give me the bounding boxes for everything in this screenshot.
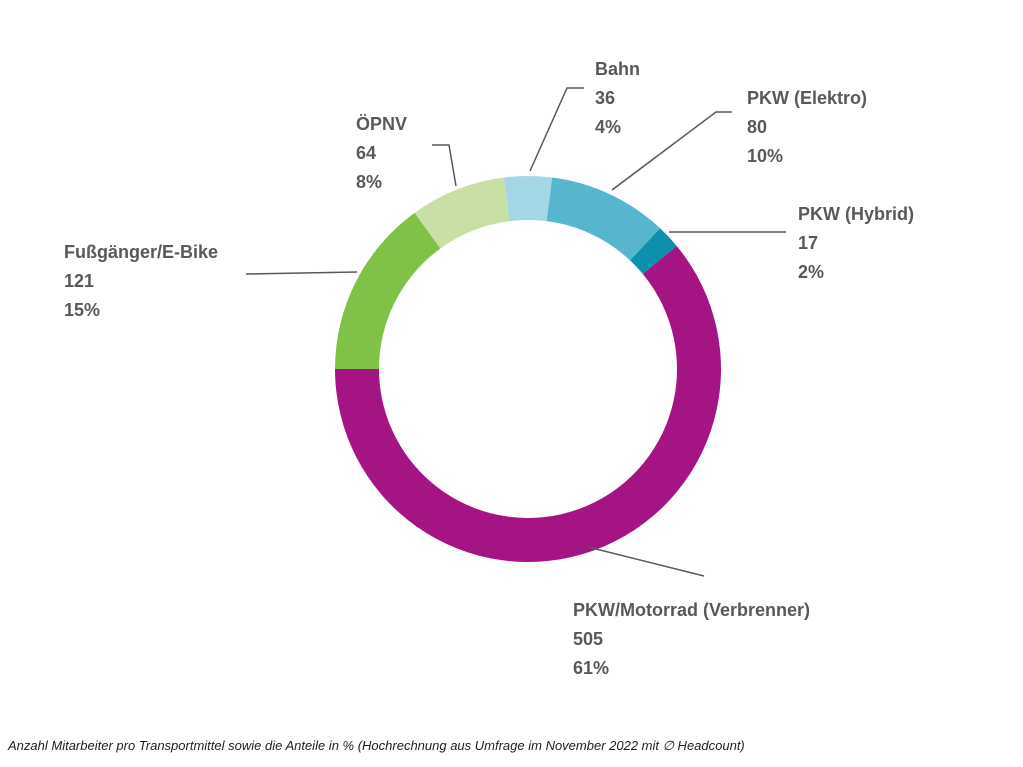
segment-name: PKW (Elektro) [747, 88, 868, 108]
segment-value: 80 [747, 117, 768, 137]
segment-percent: 4% [595, 117, 622, 137]
segment-value: 17 [798, 233, 819, 253]
segment-percent: 10% [747, 146, 784, 166]
donut-segment-bahn [503, 175, 553, 222]
segment-name: ÖPNV [356, 114, 408, 134]
segment-label-pkw-hybrid: PKW (Hybrid) 17 2% [798, 200, 914, 287]
leader-line-pkw-elektro [611, 111, 732, 191]
segment-percent: 15% [64, 300, 101, 320]
segment-label-pkw-verbrenner: PKW/Motorrad (Verbrenner) 505 61% [573, 596, 810, 683]
segment-value: 121 [64, 271, 95, 291]
donut-segment-pkw-verbrenner [335, 245, 721, 563]
segment-percent: 2% [798, 262, 825, 282]
segment-value: 64 [356, 143, 377, 163]
figure-caption: Anzahl Mitarbeiter pro Transportmittel s… [8, 738, 745, 753]
segment-name: Bahn [595, 59, 640, 79]
segment-name: Fußgänger/E-Bike [64, 242, 219, 262]
donut-segment-oepnv [414, 177, 510, 249]
segment-label-pkw-elektro: PKW (Elektro) 80 10% [747, 84, 867, 171]
segment-name: PKW (Hybrid) [798, 204, 914, 224]
donut-segments [335, 175, 721, 563]
segment-label-fussgaenger-ebike: Fußgänger/E-Bike 121 15% [64, 238, 218, 325]
segment-value: 505 [573, 629, 604, 649]
leader-line-bahn [529, 87, 584, 172]
segment-label-oepnv: ÖPNV 64 8% [356, 110, 407, 197]
segment-name: PKW/Motorrad (Verbrenner) [573, 600, 811, 620]
segment-label-bahn: Bahn 36 4% [595, 55, 640, 142]
donut-segment-pkw-elektro [546, 177, 661, 261]
donut-segment-fussgaenger-ebike [335, 212, 441, 369]
donut-segment-pkw-hybrid [630, 228, 677, 275]
leader-line-pkw-verbrenner [587, 546, 705, 577]
segment-percent: 61% [573, 658, 610, 678]
leader-line-fussgaenger-ebike [245, 271, 358, 275]
segment-value: 36 [595, 88, 616, 108]
segment-percent: 8% [356, 172, 383, 192]
leader-line-oepnv [432, 144, 457, 187]
